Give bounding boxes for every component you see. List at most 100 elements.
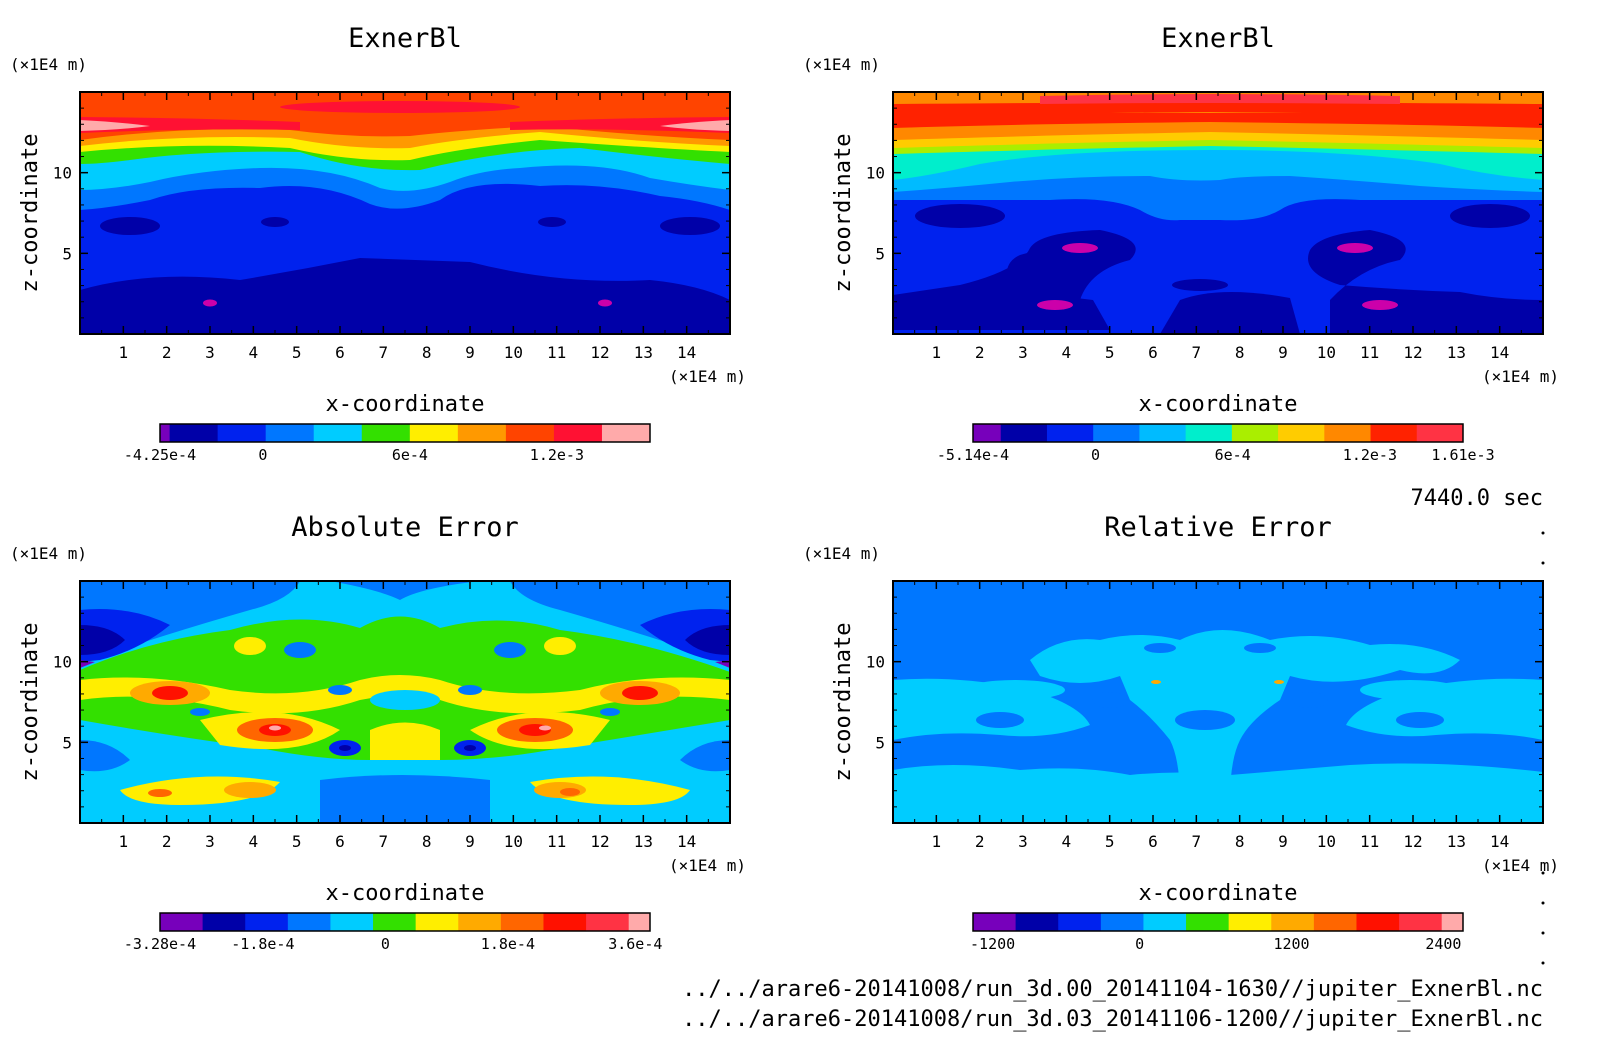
colorbar-label: -3.28e-4 bbox=[124, 935, 196, 953]
y-axis-label: z-coordinate bbox=[18, 623, 43, 782]
y-axis-label: z-coordinate bbox=[18, 134, 43, 293]
panel-title: Absolute Error bbox=[291, 512, 519, 543]
x-tick-label: 3 bbox=[1018, 343, 1028, 362]
x-tick-label: 14 bbox=[677, 832, 696, 851]
x-tick-label: 7 bbox=[379, 343, 389, 362]
y-unit-label: (×1E4 m) bbox=[803, 544, 880, 563]
y-unit-label: (×1E4 m) bbox=[10, 544, 87, 563]
colorbar-swatch bbox=[169, 424, 219, 442]
colorbar-frame bbox=[159, 423, 651, 443]
colorbar-swatch bbox=[287, 913, 331, 931]
x-tick-label: 9 bbox=[1278, 343, 1288, 362]
x-tick-label: 8 bbox=[422, 832, 432, 851]
colorbar-label: 1.61e-3 bbox=[1431, 446, 1494, 464]
colorbar-swatch bbox=[505, 424, 555, 442]
x-unit-label: (×1E4 m) bbox=[669, 367, 746, 386]
x-tick-label: 12 bbox=[1403, 832, 1422, 851]
x-tick-label: 5 bbox=[1105, 343, 1115, 362]
x-tick-label: 7 bbox=[379, 832, 389, 851]
y-tick-label: 10 bbox=[866, 164, 885, 183]
colorbar-swatch bbox=[313, 424, 363, 442]
x-tick-label: 7 bbox=[1192, 343, 1202, 362]
x-tick-label: 5 bbox=[1105, 832, 1115, 851]
y-axis-label: z-coordinate bbox=[831, 623, 856, 782]
colorbar-swatch bbox=[202, 913, 246, 931]
colorbar-label: 0 bbox=[381, 935, 390, 953]
colorbar-swatch bbox=[1356, 913, 1400, 931]
colorbar-swatch bbox=[1278, 424, 1325, 442]
colorbar-label: -4.25e-4 bbox=[124, 446, 196, 464]
colorbar-swatch bbox=[1186, 913, 1230, 931]
x-tick-label: 10 bbox=[1317, 832, 1336, 851]
colorbar-swatch bbox=[1058, 913, 1102, 931]
colorbar-swatch bbox=[373, 913, 417, 931]
colorbar-swatch bbox=[1231, 424, 1279, 442]
x-tick-label: 2 bbox=[162, 832, 172, 851]
colorbar-swatch bbox=[1399, 913, 1443, 931]
colorbar: -5.14e-4 0 6e-4 1.2e-3 1.61e-3 bbox=[937, 423, 1495, 464]
colorbar-swatch bbox=[1000, 424, 1048, 442]
colorbar-swatch bbox=[973, 913, 1017, 931]
x-tick-label: 13 bbox=[634, 832, 653, 851]
colorbar-swatch bbox=[1093, 424, 1140, 442]
colorbar-label: 2400 bbox=[1425, 935, 1461, 953]
x-tick-label: 9 bbox=[1278, 832, 1288, 851]
colorbar-swatch bbox=[1015, 913, 1059, 931]
margin-dots bbox=[1541, 531, 1545, 965]
x-tick-label: 8 bbox=[422, 343, 432, 362]
x-tick-label: 1 bbox=[119, 343, 129, 362]
colorbar-swatch bbox=[1228, 913, 1272, 931]
colorbar-swatch bbox=[457, 424, 507, 442]
y-tick-label: 5 bbox=[875, 733, 885, 752]
colorbar-label: 1200 bbox=[1273, 935, 1309, 953]
x-unit-label: (×1E4 m) bbox=[669, 856, 746, 875]
y-axis-label: z-coordinate bbox=[831, 134, 856, 293]
y-tick-label: 10 bbox=[866, 653, 885, 672]
colorbar-swatch bbox=[245, 913, 289, 931]
time-label: 7440.0 sec bbox=[1411, 486, 1543, 511]
x-tick-label: 4 bbox=[249, 832, 259, 851]
colorbar-swatch bbox=[1271, 913, 1315, 931]
colorbar-swatch bbox=[265, 424, 315, 442]
colorbar: -4.25e-4 0 6e-4 1.2e-3 bbox=[124, 423, 651, 464]
x-tick-label: 10 bbox=[504, 343, 523, 362]
x-tick-label: 12 bbox=[590, 343, 609, 362]
colorbar-label: 1.8e-4 bbox=[481, 935, 535, 953]
x-tick-label: 6 bbox=[1148, 832, 1158, 851]
colorbar-swatch bbox=[160, 424, 171, 442]
y-unit-label: (×1E4 m) bbox=[803, 55, 880, 74]
x-tick-label: 3 bbox=[1018, 832, 1028, 851]
x-tick-label: 2 bbox=[975, 343, 985, 362]
colorbar-swatch bbox=[1143, 913, 1187, 931]
colorbar-swatch bbox=[1441, 913, 1464, 931]
x-tick-label: 11 bbox=[1360, 832, 1379, 851]
x-tick-label: 3 bbox=[205, 832, 215, 851]
file-path: ../../arare6-20141008/run_3d.00_20141104… bbox=[682, 977, 1543, 1002]
colorbar-label: 1.2e-3 bbox=[1343, 446, 1397, 464]
x-tick-label: 1 bbox=[932, 832, 942, 851]
colorbar-swatch bbox=[553, 424, 603, 442]
x-tick-label: 11 bbox=[547, 832, 566, 851]
colorbar-frame bbox=[972, 423, 1464, 443]
colorbar-swatch bbox=[586, 913, 630, 931]
colorbar-label: 6e-4 bbox=[1215, 446, 1251, 464]
contour-field bbox=[893, 581, 1543, 823]
x-tick-label: 6 bbox=[335, 343, 345, 362]
x-tick-label: 11 bbox=[1360, 343, 1379, 362]
colorbar-label: 6e-4 bbox=[392, 446, 428, 464]
x-tick-label: 12 bbox=[590, 832, 609, 851]
x-tick-label: 2 bbox=[162, 343, 172, 362]
x-tick-label: 6 bbox=[1148, 343, 1158, 362]
x-unit-label: (×1E4 m) bbox=[1482, 856, 1559, 875]
panel-title: Relative Error bbox=[1104, 512, 1332, 543]
colorbar-label: -1.8e-4 bbox=[231, 935, 294, 953]
x-tick-label: 3 bbox=[205, 343, 215, 362]
colorbar-swatch bbox=[1370, 424, 1418, 442]
colorbar-label: -1200 bbox=[970, 935, 1015, 953]
x-axis-label: x-coordinate bbox=[326, 392, 485, 417]
